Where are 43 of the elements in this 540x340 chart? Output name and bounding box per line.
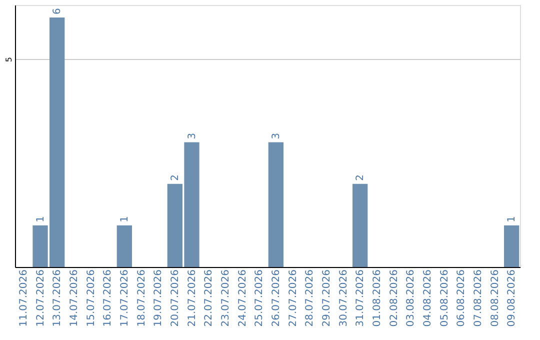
x-tick-label: 20.07.2026: [170, 270, 181, 327]
x-tick-label: 28.07.2026: [304, 270, 316, 327]
x-tick-label: 15.07.2026: [86, 270, 97, 327]
x-tick-label: 04.08.2026: [422, 270, 434, 327]
y-tick-label: 5: [4, 57, 14, 62]
x-tick-label: 24.07.2026: [237, 270, 248, 327]
x-tick-label: 02.08.2026: [388, 270, 400, 327]
x-tick-label: 26.07.2026: [270, 270, 282, 327]
x-tick-label: 16.07.2026: [102, 270, 114, 327]
bar: [268, 142, 284, 267]
x-tick-label: 07.08.2026: [472, 270, 484, 327]
x-tick-label: 19.07.2026: [153, 270, 164, 327]
x-tick-label: 23.07.2026: [220, 270, 232, 327]
x-tick-label: 03.08.2026: [406, 270, 417, 327]
x-tick-label: 18.07.2026: [136, 270, 148, 327]
x-tick-label: 05.08.2026: [439, 270, 450, 327]
x-tick-label: 30.07.2026: [338, 270, 350, 327]
data-label: 1: [119, 216, 130, 222]
x-tick-label: 09.08.2026: [506, 270, 518, 327]
x-tick-label: 01.08.2026: [372, 270, 383, 327]
x-tick-label: 08.08.2026: [490, 270, 501, 327]
data-label: 3: [270, 132, 282, 140]
bar: [116, 225, 132, 267]
data-label: 2: [355, 174, 366, 181]
data-label: 1: [35, 216, 46, 222]
bar: [352, 184, 368, 267]
x-tick-label: 06.08.2026: [456, 270, 468, 327]
data-label: 1: [506, 216, 518, 222]
x-tick-label: 11.07.2026: [18, 270, 30, 327]
data-label: 6: [52, 8, 64, 14]
x-tick-label: 17.07.2026: [119, 270, 130, 327]
x-tick-label: 13.07.2026: [52, 270, 64, 327]
x-tick-label: 25.07.2026: [254, 270, 266, 327]
x-tick-label: 29.07.2026: [321, 270, 332, 327]
data-label: 3: [186, 132, 198, 140]
bar: [504, 225, 520, 267]
x-tick-label: 12.07.2026: [35, 270, 46, 327]
x-tick-label: 27.07.2026: [288, 270, 299, 327]
x-tick-label: 31.07.2026: [355, 270, 366, 327]
x-tick-label: 21.07.2026: [186, 270, 198, 327]
x-tick-label: 14.07.2026: [68, 270, 80, 327]
data-label: 2: [170, 174, 181, 181]
x-tick-label: 22.07.2026: [204, 270, 215, 327]
